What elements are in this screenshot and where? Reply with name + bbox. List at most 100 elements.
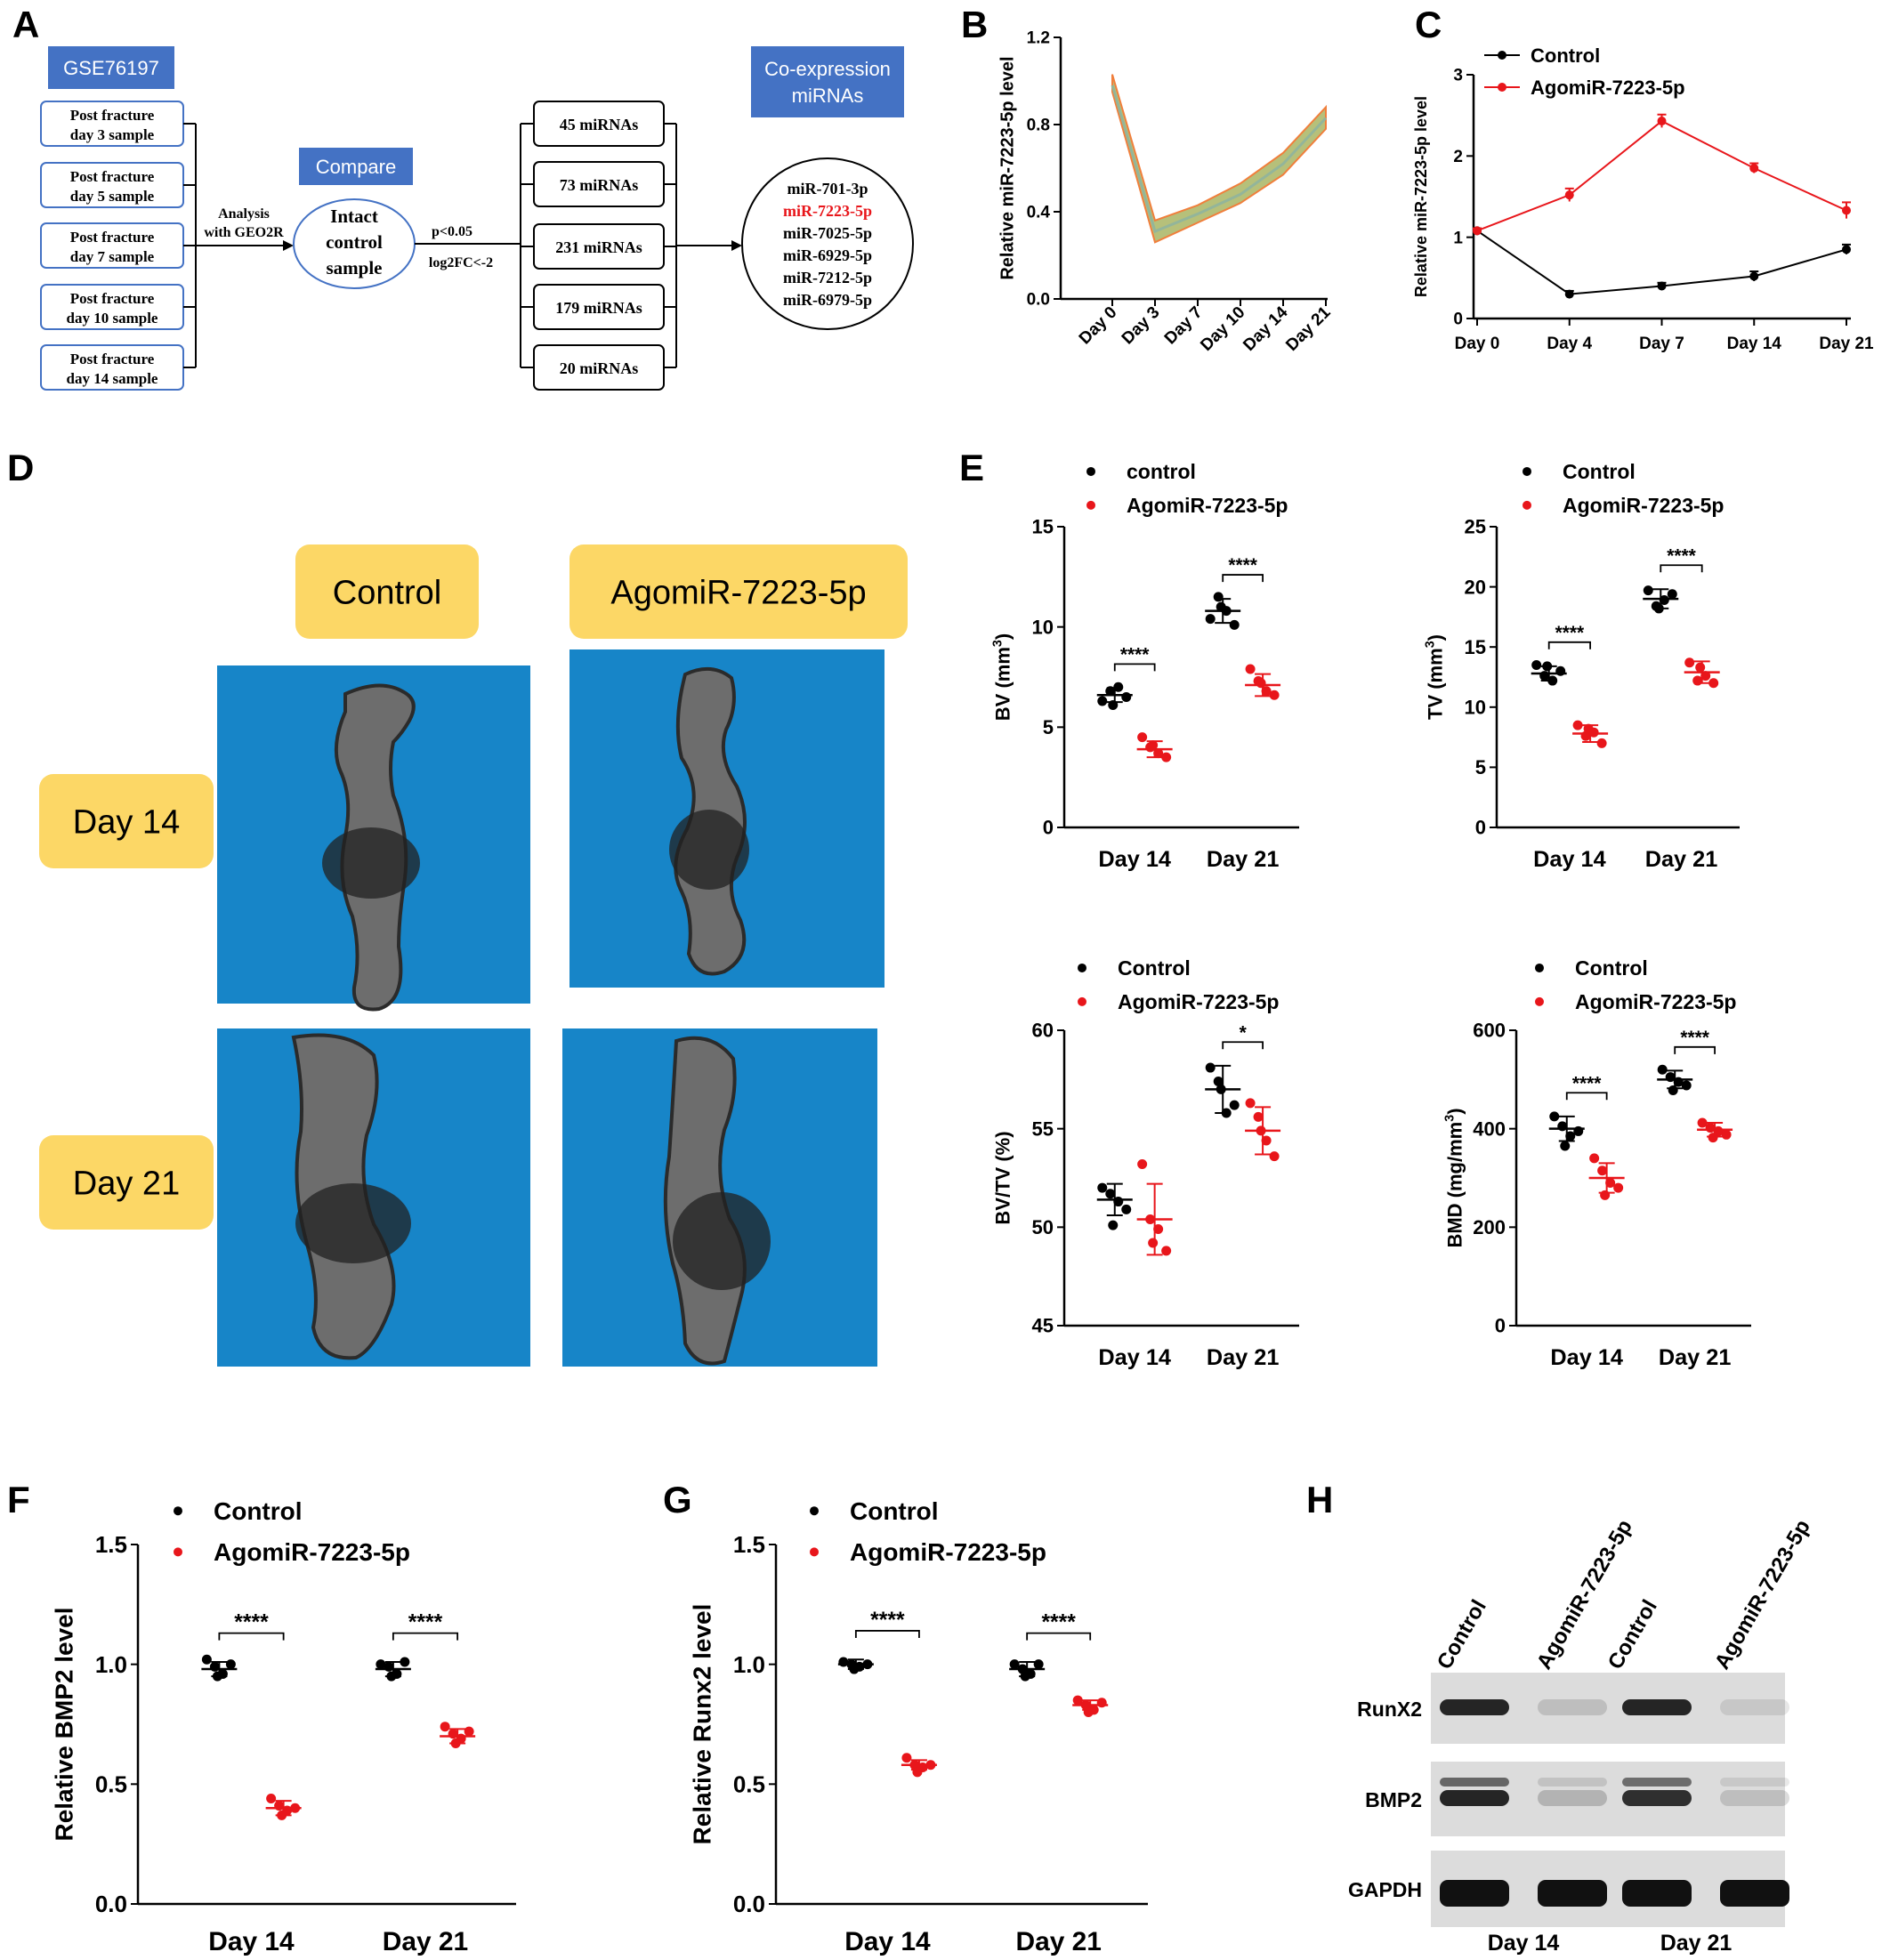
chart-f: 0.0 0.5 1.0 1.5 Relative BMP2 level Day 14 ***… xyxy=(50,1497,516,1956)
legend-marker xyxy=(810,1506,819,1516)
data-point xyxy=(1245,1098,1256,1109)
y-tick-label: 0.5 xyxy=(733,1770,765,1797)
x-tick-label: Day 21 xyxy=(383,1927,468,1956)
legend-label: AgomiR-7223-5p xyxy=(1575,990,1736,1013)
data-point xyxy=(277,1810,287,1820)
x-tick-label: Day 0 xyxy=(1076,303,1121,349)
data-point xyxy=(1113,682,1124,692)
data-point xyxy=(1657,1064,1668,1075)
data-point xyxy=(1216,601,1226,612)
coexpression-box-text: Co-expression xyxy=(764,58,891,80)
mirna-name: miR-701-3p xyxy=(788,180,868,198)
column-label-control-text: Control xyxy=(333,574,442,611)
data-point xyxy=(1749,164,1759,173)
coexpression-circle xyxy=(741,157,914,330)
panel-label-a: A xyxy=(12,4,39,45)
data-point xyxy=(1108,700,1119,711)
legend-marker xyxy=(1535,963,1544,972)
data-point xyxy=(1161,1246,1172,1256)
data-point xyxy=(1229,1100,1240,1110)
intact-label: sample xyxy=(327,257,383,278)
data-point xyxy=(1668,1085,1678,1096)
y-tick-label: 10 xyxy=(1465,697,1486,719)
data-point xyxy=(440,1722,450,1732)
data-point xyxy=(1105,1189,1116,1199)
data-point xyxy=(1256,678,1266,689)
data-point xyxy=(838,1657,849,1667)
y-axis-label: Relative miR-7223-5p level xyxy=(998,56,1017,279)
x-tick-label: Day 21 xyxy=(1659,1345,1732,1370)
y-axis-label: BV (mm3) xyxy=(991,633,1014,721)
x-tick-label: Day 14 xyxy=(844,1927,931,1956)
data-point xyxy=(464,1726,474,1737)
sample-label: day 14 sample xyxy=(67,370,158,387)
y-tick-label: 25 xyxy=(1465,516,1486,538)
mirna-name: miR-7025-5p xyxy=(783,224,872,242)
data-point xyxy=(1072,1695,1083,1706)
y-tick-label: 200 xyxy=(1473,1216,1506,1238)
mirna-name: miR-7212-5p xyxy=(783,269,872,286)
intact-label: control xyxy=(326,231,383,253)
y-tick-label: 3 xyxy=(1453,67,1463,85)
data-point xyxy=(376,1659,386,1670)
data-point xyxy=(1033,1659,1044,1670)
group-0-1 xyxy=(375,1657,411,1682)
significance-label: **** xyxy=(1041,1611,1076,1635)
group-0-0 xyxy=(1531,659,1567,686)
panel-label-d: D xyxy=(7,447,34,488)
legend-label: Control xyxy=(214,1497,303,1525)
group-0-1 xyxy=(1009,1659,1046,1682)
data-point xyxy=(1565,1131,1576,1141)
sample-label: Post fracture xyxy=(70,290,155,307)
data-point xyxy=(1473,226,1482,236)
legend-marker xyxy=(1498,83,1506,92)
group-1-0 xyxy=(1136,1159,1173,1256)
x-tick-label: Day 14 xyxy=(1098,1345,1171,1370)
panel-label-g: G xyxy=(663,1479,692,1520)
data-point xyxy=(1145,1214,1156,1224)
data-point xyxy=(1697,1117,1708,1128)
y-tick-label: 0.8 xyxy=(1027,117,1050,135)
sample-label: Post fracture xyxy=(70,107,155,124)
data-point xyxy=(1700,671,1711,682)
significance-label: * xyxy=(1240,1022,1248,1043)
significance-bracket xyxy=(1113,663,1156,672)
row-label-day21-text: Day 21 xyxy=(73,1165,180,1202)
group-1-0 xyxy=(1572,720,1609,748)
group-label: Day 14 xyxy=(1488,1931,1560,1956)
data-point xyxy=(1721,1129,1732,1140)
analysis-label: with GEO2R xyxy=(204,225,284,240)
data-point xyxy=(1673,1077,1684,1087)
protein-label: RunX2 xyxy=(1357,1698,1422,1721)
legend-label: AgomiR-7223-5p xyxy=(1118,990,1279,1013)
chart-b: 0.0 0.4 0.8 1.2 Relative miR-7223-5p level Da… xyxy=(998,29,1334,355)
data-point xyxy=(1542,661,1553,672)
data-point xyxy=(201,1654,212,1665)
legend-marker xyxy=(1078,996,1086,1006)
data-point xyxy=(1113,1197,1124,1207)
protein-band xyxy=(1622,1880,1692,1907)
data-point xyxy=(901,1753,912,1763)
legend-label: control xyxy=(1127,460,1196,483)
data-point xyxy=(1269,1151,1280,1162)
lane-label: Control xyxy=(1433,1596,1491,1674)
panel-label-c: C xyxy=(1415,4,1442,45)
data-point xyxy=(1600,1190,1611,1200)
criteria-label: p<0.05 xyxy=(432,224,473,239)
y-tick-label: 0 xyxy=(1495,1315,1506,1337)
data-point xyxy=(1213,1077,1224,1087)
legend-label: AgomiR-7223-5p xyxy=(214,1538,410,1566)
series-0 xyxy=(1473,226,1851,299)
group-0-1 xyxy=(1643,585,1679,614)
y-tick-label: 0.4 xyxy=(1027,204,1051,222)
protein-band xyxy=(1440,1880,1509,1907)
sample-label: Post fracture xyxy=(70,351,155,367)
data-point xyxy=(1667,589,1677,600)
data-point xyxy=(1108,1220,1119,1230)
series-1 xyxy=(1473,113,1851,236)
chart-e1: 0 5 10 15 BV (mm3) Day 14 **** Day 21 **** contro… xyxy=(991,460,1299,872)
confidence-band xyxy=(1111,74,1327,244)
column-label-agomir-text: AgomiR-7223-5p xyxy=(610,574,866,611)
group-1-0 xyxy=(265,1793,302,1820)
